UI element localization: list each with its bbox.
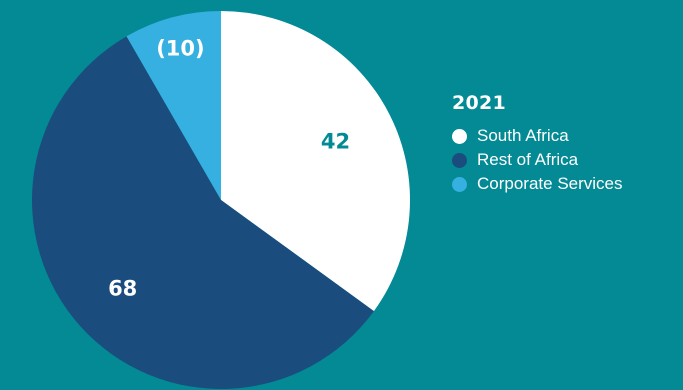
- slice-value-label: 68: [108, 277, 137, 301]
- pie-slice-rest-of-africa: [31, 36, 374, 389]
- pie-slice-corporate-services: [126, 11, 221, 200]
- legend: 2021 South Africa Rest of Africa Corpora…: [452, 92, 623, 196]
- slice-value-label: 42: [321, 130, 350, 154]
- pie-slice-south-africa: [221, 11, 410, 312]
- legend-item-south-africa: South Africa: [452, 124, 623, 148]
- legend-label: Rest of Africa: [477, 150, 579, 169]
- legend-item-rest-of-africa: Rest of Africa: [452, 148, 623, 172]
- legend-title: 2021: [452, 92, 507, 114]
- legend-swatch: [452, 128, 467, 144]
- legend-swatch: [452, 152, 467, 168]
- legend-item-corporate-services: Corporate Services: [452, 172, 623, 196]
- legend-label: Corporate Services: [477, 174, 623, 193]
- legend-swatch: [452, 176, 467, 192]
- legend-label: South Africa: [477, 126, 569, 145]
- slice-value-label: (10): [156, 36, 204, 60]
